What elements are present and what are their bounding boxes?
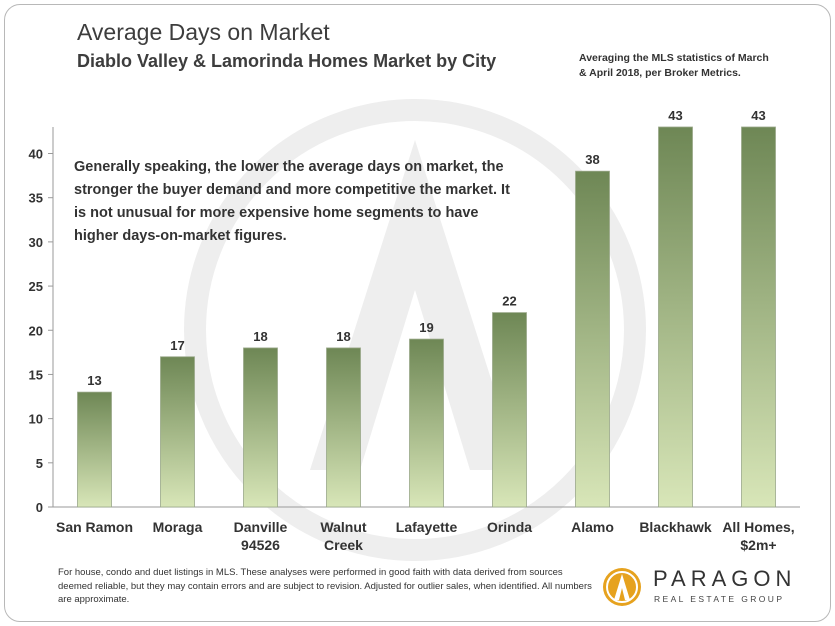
chart-title: Average Days on Market (77, 19, 330, 45)
x-category-label: Walnut (320, 519, 366, 535)
x-category-label: Alamo (571, 519, 614, 535)
y-tick-label: 40 (29, 147, 43, 162)
logo-tagline: REAL ESTATE GROUP (654, 594, 785, 604)
company-logo: PARAGON REAL ESTATE GROUP (601, 566, 811, 610)
x-category-label: 94526 (241, 537, 280, 553)
footnote: For house, condo and duet listings in ML… (58, 567, 592, 605)
x-category-label: $2m+ (740, 537, 776, 553)
watermark-logo (184, 99, 646, 561)
bar-value-label: 19 (419, 320, 433, 335)
y-tick-label: 0 (36, 500, 43, 515)
chart-subtitle: Diablo Valley & Lamorinda Homes Market b… (77, 51, 497, 71)
x-category-label: Moraga (153, 519, 203, 535)
bar (741, 126, 776, 508)
x-category-label: Danville (234, 519, 288, 535)
y-tick-label: 35 (29, 191, 43, 206)
y-tick-label: 5 (36, 456, 43, 471)
y-tick-label: 20 (29, 323, 43, 338)
x-category-label: San Ramon (56, 519, 133, 535)
bar (575, 170, 610, 508)
bar-value-label: 43 (668, 108, 682, 123)
source-note: Averaging the MLS statistics of March & … (579, 52, 769, 79)
y-tick-label: 30 (29, 235, 43, 250)
bar (160, 356, 195, 508)
bar-value-label: 18 (336, 329, 350, 344)
bar-value-label: 13 (87, 373, 101, 388)
bar-value-label: 43 (751, 108, 765, 123)
bar (409, 338, 444, 508)
bar (326, 347, 361, 508)
bar-value-label: 38 (585, 152, 599, 167)
x-category-label: Creek (324, 537, 363, 553)
x-category-label: Orinda (487, 519, 532, 535)
paragon-logo-icon (603, 568, 641, 606)
bar-value-label: 17 (170, 338, 184, 353)
bar (77, 391, 112, 508)
x-category-label: Blackhawk (639, 519, 712, 535)
x-category-label: Lafayette (396, 519, 458, 535)
y-tick-label: 25 (29, 279, 43, 294)
y-tick-label: 15 (29, 367, 43, 382)
bar (658, 126, 693, 508)
bar-value-label: 18 (253, 329, 267, 344)
bar-value-label: 22 (502, 294, 516, 309)
y-tick-label: 10 (29, 412, 43, 427)
logo-name: PARAGON (653, 566, 797, 591)
chart-annotation: Generally speaking, the lower the averag… (74, 159, 510, 244)
bar (243, 347, 278, 508)
bar (492, 312, 527, 508)
x-category-label: All Homes, (722, 519, 794, 535)
